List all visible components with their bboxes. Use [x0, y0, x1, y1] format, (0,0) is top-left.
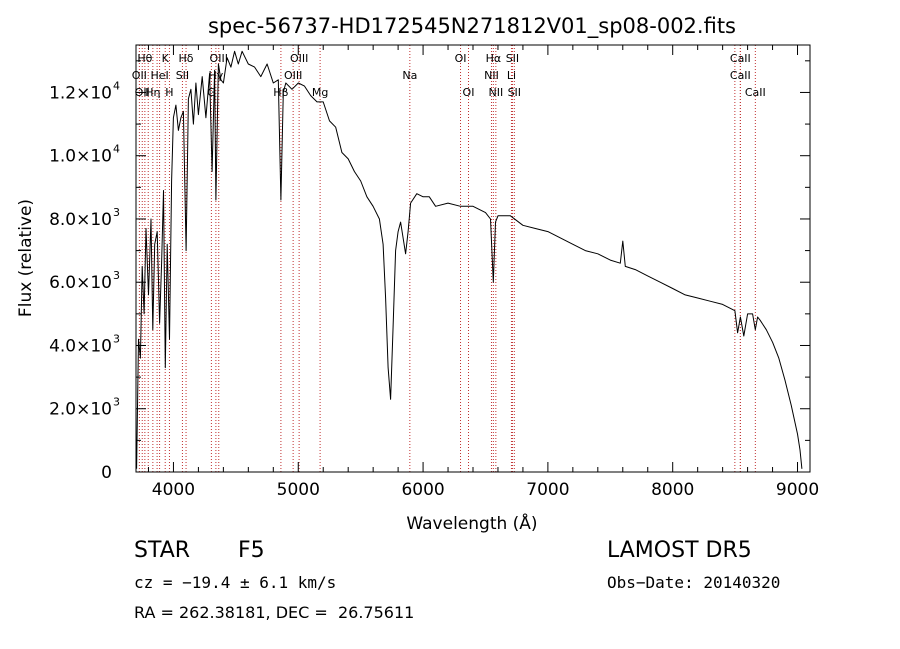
x-tick-label: 4000: [152, 480, 195, 500]
survey-name: LAMOST DR5: [607, 538, 752, 563]
line-marker-label: SII: [176, 69, 189, 82]
line-marker-label: OIII: [210, 52, 228, 65]
line-marker-label: OIII: [290, 52, 308, 65]
y-axis: 02.0×10 34.0×10 36.0×10 38.0×10 31.0×10 41.2×…: [49, 60, 810, 483]
line-marker-label: Hη: [145, 86, 160, 99]
y-tick-mantissa: 1.2×10: [49, 83, 112, 103]
line-marker-label: K: [162, 52, 170, 65]
y-tick-mantissa: 1.0×10: [49, 147, 112, 167]
y-tick-label: 2.0×10: [49, 400, 112, 420]
y-tick-exponent: 3: [113, 396, 120, 409]
line-marker-label: CaII: [745, 86, 766, 99]
obs-date: Obs−Date: 20140320: [607, 573, 781, 592]
x-tick-label: 6000: [401, 480, 444, 500]
y-tick-mantissa: 0: [101, 463, 112, 483]
spectrum-line: [136, 50, 803, 469]
y-tick-label: 6.0×10: [49, 273, 112, 293]
x-axis: 4000 5000 6000 7000 8000 9000: [147, 45, 819, 500]
y-tick-exponent: 3: [113, 269, 120, 282]
line-marker-label: Na: [402, 69, 417, 82]
y-tick-mantissa: 2.0×10: [49, 400, 112, 420]
line-marker-label: SII: [508, 86, 521, 99]
line-marker-label: G: [207, 86, 216, 99]
y-tick-mantissa: 4.0×10: [49, 336, 112, 356]
y-tick-label: 4.0×10: [49, 336, 112, 356]
line-marker-label: OI: [463, 86, 475, 99]
y-tick-exponent: 4: [113, 143, 120, 156]
line-marker-label: Hθ: [137, 52, 152, 65]
line-marker-label: NII: [488, 86, 503, 99]
velocity-text: cz = −19.4 ± 6.1 km/s: [134, 573, 337, 592]
y-tick-mantissa: 8.0×10: [49, 210, 112, 230]
line-marker-label: CaII: [730, 52, 751, 65]
line-marker-label: Mg: [312, 86, 328, 99]
line-marker-label: OIII: [284, 69, 302, 82]
chart-title: spec-56737-HD172545N271812V01_sp08-002.f…: [208, 14, 736, 39]
line-marker-label: H: [165, 86, 173, 99]
object-class: STAR: [134, 538, 191, 563]
y-tick-mantissa: 6.0×10: [49, 273, 112, 293]
plot-frame: [135, 44, 811, 473]
x-tick-label: 5000: [277, 480, 320, 500]
y-axis-label: Flux (relative): [16, 199, 36, 317]
y-tick-exponent: 3: [113, 332, 120, 345]
line-marker-label: NII: [484, 69, 499, 82]
line-marker-label: SII: [506, 52, 519, 65]
x-tick-label: 8000: [651, 480, 694, 500]
line-marker-label: OI: [455, 52, 467, 65]
y-tick-exponent: 4: [113, 79, 120, 92]
y-tick-label: 8.0×10: [49, 210, 112, 230]
x-tick-label: 9000: [776, 480, 819, 500]
x-axis-label: Wavelength (Å): [406, 512, 537, 534]
y-tick-label: 0: [101, 463, 112, 483]
line-marker-label: HeI: [150, 69, 168, 82]
object-subclass: F5: [238, 538, 265, 563]
line-marker-label: OII: [132, 69, 147, 82]
y-tick-exponent: 3: [113, 206, 120, 219]
y-tick-label: 1.2×10: [49, 83, 112, 103]
line-marker-label: Hβ: [273, 86, 288, 99]
coordinates: RA = 262.38181, DEC = 26.75611: [134, 603, 415, 622]
line-marker-label: Hδ: [179, 52, 194, 65]
y-tick-label: 1.0×10: [49, 147, 112, 167]
line-marker-label: CaII: [730, 69, 751, 82]
line-marker-label: Li: [507, 69, 516, 82]
line-marker-label: Hα: [486, 52, 502, 65]
line-markers: [138, 45, 756, 472]
x-tick-label: 7000: [526, 480, 569, 500]
